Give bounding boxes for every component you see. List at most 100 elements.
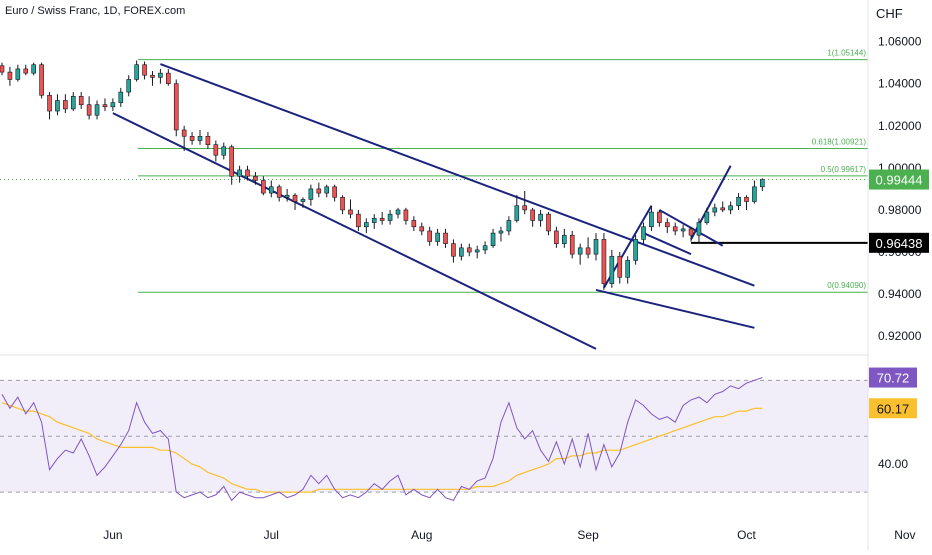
candle-body (466, 247, 472, 253)
channel-lower-line (112, 112, 597, 350)
candle-body (680, 228, 686, 232)
fib-level-label: 0(0.94090) (827, 281, 866, 290)
candle-body (31, 64, 36, 74)
fib-level-label: 1(1.05144) (827, 49, 866, 58)
candle-body (197, 135, 203, 141)
candle-body (451, 243, 456, 257)
candle-body (403, 209, 409, 221)
candle-body (237, 169, 242, 177)
candle-body (70, 95, 76, 110)
candle-body (7, 71, 13, 80)
candle-body (530, 209, 535, 221)
candle-body (609, 255, 615, 284)
candle-body (744, 197, 749, 202)
candle-body (142, 64, 147, 76)
candle-body (102, 104, 108, 108)
candle-body (150, 74, 155, 78)
price-tick-label: 1.02000 (878, 119, 922, 133)
candle-body (427, 230, 432, 242)
candle-body (292, 194, 298, 202)
candle-body (569, 234, 575, 255)
candle-body (110, 102, 116, 108)
candle-body (720, 207, 726, 211)
candle-body (522, 205, 528, 211)
candle-body (348, 209, 353, 215)
candle-body (664, 222, 670, 228)
candle-body (649, 211, 654, 228)
rsi-line (1, 377, 763, 502)
candle-body (411, 220, 417, 228)
candle-body (387, 213, 393, 221)
candle-body (712, 207, 718, 213)
candle-body (78, 95, 84, 106)
candle-body (736, 197, 741, 207)
candle-body (213, 144, 219, 156)
candle-body (371, 218, 377, 223)
candle-body (760, 179, 765, 188)
candle-body (443, 232, 448, 244)
candle-body (284, 194, 290, 198)
candle-body (593, 239, 599, 255)
candle-body (585, 247, 591, 255)
candle-body (86, 104, 92, 116)
candle-body (55, 100, 60, 112)
candle-body (340, 197, 345, 211)
rsi-ma-value-tag (869, 398, 917, 419)
candle-body (253, 175, 258, 181)
candle-body (672, 226, 678, 232)
rsi-ma-value-label: 60.17 (877, 401, 910, 416)
channel-upper-line (160, 63, 755, 287)
candle-body (189, 135, 195, 141)
candle-body (364, 222, 369, 228)
x-tick-label: Nov (894, 528, 915, 542)
rsi-pane (0, 377, 868, 502)
candle-body (538, 213, 543, 221)
candle-body (641, 226, 646, 240)
candle-body (435, 232, 440, 242)
current-price-label: 0.99444 (876, 173, 923, 188)
candle-body (221, 146, 227, 156)
candle-body (554, 230, 559, 244)
candle-body (324, 186, 330, 194)
x-tick-label: Jul (264, 528, 279, 542)
flag-lower-line (643, 232, 692, 256)
rsi-value-tag (869, 367, 917, 388)
candle-body (39, 64, 44, 96)
candle-body (482, 245, 488, 251)
candle-body (23, 68, 29, 74)
candle-body (261, 180, 266, 194)
candles (0, 60, 765, 290)
candle-body (704, 211, 710, 223)
fib-level-label: 0.5(0.99617) (821, 165, 867, 174)
candle-body (419, 226, 425, 232)
candle-body (332, 186, 337, 198)
fibonacci-levels: 1(1.05144) 0.618(1.00921) 0.5(0.99617) 0(0.… (0, 49, 868, 293)
x-tick-label: Jun (103, 528, 122, 542)
candle-body (94, 104, 100, 116)
current-price-tag (869, 169, 929, 190)
candle-body (546, 213, 551, 232)
candle-body (158, 72, 163, 78)
price-tick-label: 0.92000 (878, 329, 922, 343)
candle-body (514, 205, 520, 221)
marked-price-label: 0.96438 (876, 236, 923, 251)
candle-body (459, 247, 464, 257)
candle-body (118, 91, 124, 103)
currency-label: CHF (876, 6, 903, 21)
candle-body (474, 249, 480, 253)
channel-extension-line (595, 288, 755, 329)
candle-body (617, 255, 623, 278)
candle-body (356, 213, 361, 228)
candle-body (308, 188, 314, 200)
candle-body (657, 211, 662, 223)
candle-body (562, 234, 567, 244)
candle-body (498, 230, 504, 234)
candle-body (633, 239, 638, 261)
candle-body (316, 188, 322, 194)
candle-body (752, 186, 757, 202)
x-tick-label: Sep (577, 528, 599, 542)
candle-body (15, 68, 21, 80)
candle-body (268, 186, 274, 194)
